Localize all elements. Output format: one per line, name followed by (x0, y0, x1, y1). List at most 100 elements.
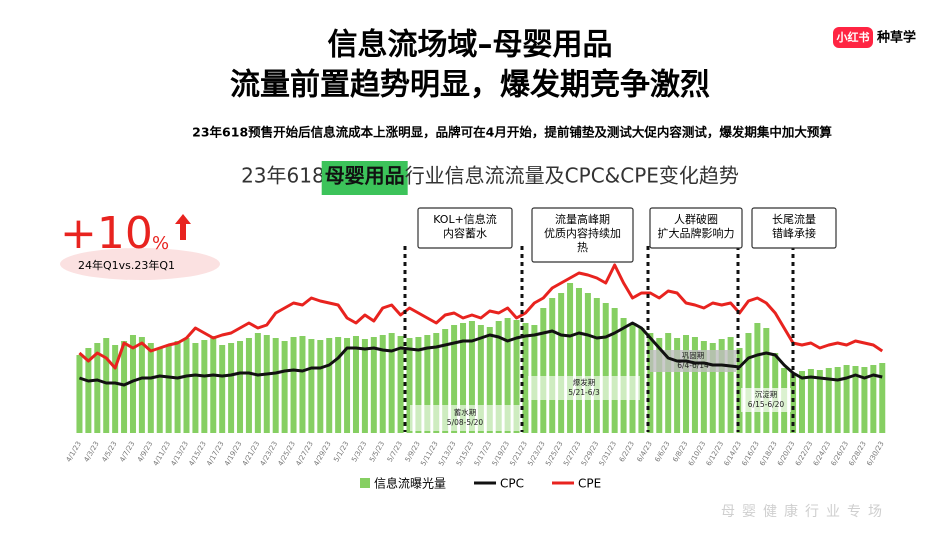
bar (299, 336, 306, 433)
x-tick-label: 6/4/23 (636, 440, 654, 464)
bar (593, 298, 600, 433)
bar (656, 338, 663, 433)
bar (317, 340, 324, 433)
annotation-text: 热 (577, 241, 588, 254)
annotation-box (649, 207, 743, 249)
x-tick-label: 5/3/23 (350, 440, 368, 464)
x-tick-label: 4/3/23 (83, 440, 101, 464)
bar (468, 321, 475, 433)
annotation-text: 内容蓄水 (443, 226, 487, 240)
bar (504, 318, 511, 433)
bar (575, 288, 582, 433)
bar (254, 333, 261, 433)
x-tick-label: 4/9/23 (136, 440, 154, 464)
bar (397, 336, 404, 433)
bar (638, 328, 645, 433)
bar (727, 337, 734, 433)
x-tick-label: 5/5/23 (368, 440, 386, 464)
phase-name: 巩固期 (682, 351, 705, 360)
bar (486, 327, 493, 433)
x-tick-label: 4/5/23 (100, 440, 118, 464)
footer: 母婴健康行业专场 (721, 503, 889, 520)
bar (647, 333, 654, 433)
bar (852, 366, 859, 433)
phase-range: 6/4-6/14 (677, 361, 709, 370)
bar (76, 355, 83, 433)
phase-bg (528, 376, 640, 400)
badge-caption: 24年Q1vs.23年Q1 (78, 258, 175, 272)
line-2 (78, 263, 884, 370)
annotation-text: 扩大品牌影响力 (658, 226, 735, 240)
bar (816, 370, 823, 433)
x-tick-label: 6/6/23 (653, 440, 671, 464)
bar (129, 335, 136, 433)
legend-label: 信息流曝光量 (374, 476, 446, 491)
bar (674, 338, 681, 433)
bar (219, 345, 226, 433)
bar (335, 337, 342, 433)
bar (138, 337, 145, 433)
bar (174, 341, 181, 433)
bar (85, 348, 92, 433)
annotation-text: KOL+信息流 (433, 212, 497, 226)
badge-value: +10 (60, 208, 153, 259)
logo-text: 种草学 (876, 30, 916, 46)
annotation-text: 错峰承接 (772, 226, 816, 240)
bar (825, 368, 832, 433)
bar (540, 308, 547, 433)
bar (370, 337, 377, 433)
bar (763, 328, 770, 433)
bar (103, 338, 110, 433)
phase-name: 沉淀期 (755, 389, 778, 399)
phase-bg (410, 405, 520, 431)
bar (201, 340, 208, 433)
phase-range: 5/21-6/3 (568, 388, 600, 397)
annotation-text: 人群破圈 (674, 212, 718, 226)
bar (326, 338, 333, 433)
annotation-text: 优质内容持续加 (544, 226, 621, 240)
phase-range: 6/15-6/20 (748, 400, 785, 409)
bar (665, 333, 672, 433)
bar (683, 335, 690, 433)
bar (192, 343, 199, 433)
bar (433, 333, 440, 433)
bar (272, 338, 279, 433)
bar (834, 367, 841, 433)
badge-unit: % (152, 233, 169, 254)
bar (879, 363, 886, 433)
bar (424, 335, 431, 433)
x-tick-label: 6/30/23 (865, 440, 885, 467)
bar (237, 341, 244, 433)
phase-range: 5/08-5/20 (447, 418, 484, 427)
x-tick-label: 4/29/23 (312, 440, 332, 467)
bar (861, 367, 868, 433)
x-tick-label: 5/31/23 (598, 440, 618, 467)
bar (718, 339, 725, 433)
badge-arrow (175, 214, 191, 240)
bar (210, 336, 217, 433)
chart-title: 母婴用品 (325, 164, 405, 188)
bar (691, 337, 698, 433)
phase-bg (741, 388, 791, 412)
subtitle: 23年618预售开始后信息流成本上涨明显，品牌可在4月开始，提前铺垫及测试大促内… (192, 125, 832, 140)
bar (477, 325, 484, 433)
line-1 (78, 321, 883, 387)
bar (549, 298, 556, 433)
bar (183, 338, 190, 433)
bar (112, 345, 119, 433)
bar (790, 373, 797, 433)
bar (156, 348, 163, 433)
bar (709, 343, 716, 433)
bar (798, 371, 805, 433)
logo-brand: 小红书 (836, 30, 870, 44)
bar (736, 348, 743, 433)
bar (843, 365, 850, 433)
bar (344, 338, 351, 433)
annotation-box (417, 207, 513, 249)
bar (451, 325, 458, 433)
bar (94, 343, 101, 433)
x-tick-label: 6/2/23 (618, 440, 636, 464)
x-tick-label: 5/7/23 (386, 440, 404, 464)
legend-label: CPC (500, 477, 524, 491)
